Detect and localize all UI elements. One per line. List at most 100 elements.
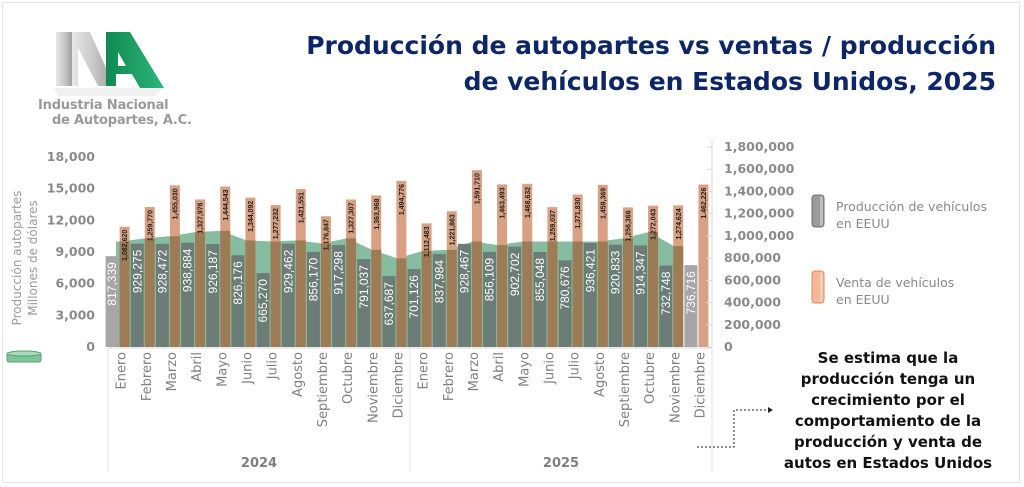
venta-bar-overlap <box>396 258 407 347</box>
venta-bar-overlap <box>471 241 482 347</box>
x-category-label: Septiembre <box>316 352 331 427</box>
venta-data-label: 1,468,632 <box>525 187 532 218</box>
x-category-label: Marzo <box>467 352 482 391</box>
venta-data-label: 1,259,770 <box>147 210 154 241</box>
logo-line1: Industria Nacional <box>38 98 169 113</box>
legend-label-produccion-2: en EEUU <box>836 216 890 231</box>
venta-bar-overlap <box>622 238 633 347</box>
y-right-tick-label: 1,000,000 <box>724 228 795 243</box>
x-category-label: Marzo <box>165 352 180 391</box>
produccion-data-label: 855,048 <box>533 258 547 302</box>
produccion-bar <box>357 259 371 347</box>
venta-data-label: 1,591,710 <box>474 173 481 204</box>
produccion-data-label: 928,472 <box>155 250 169 294</box>
x-category-label: Abril <box>190 352 205 382</box>
y-left-tick-label: 0 <box>86 339 95 354</box>
arrow-head-icon <box>768 407 773 413</box>
produccion-bar <box>634 245 648 347</box>
produccion-data-label: 902,702 <box>508 252 522 296</box>
venta-data-label: 1,259,037 <box>550 210 557 241</box>
y-left-tick-label: 12,000 <box>47 212 96 227</box>
note-line: autos en Estados Unidos <box>783 454 993 472</box>
legend-label-venta-1: Venta de vehículos <box>836 275 955 290</box>
venta-bar-overlap <box>597 241 608 347</box>
venta-data-label: 1,363,968 <box>374 198 381 229</box>
venta-data-label: 1,221,863 <box>449 214 456 245</box>
venta-data-label: 1,327,307 <box>349 202 356 233</box>
produccion-bar <box>382 276 396 347</box>
produccion-bar <box>256 273 270 347</box>
produccion-data-label: 929,275 <box>130 249 144 293</box>
venta-bar-overlap <box>648 231 659 347</box>
y-left-tick-label: 3,000 <box>55 307 95 322</box>
produccion-bar <box>206 244 220 347</box>
produccion-bar <box>181 242 195 347</box>
venta-bar-overlap <box>346 238 357 347</box>
y-right-tick-label: 600,000 <box>724 272 781 287</box>
produccion-data-label: 938,884 <box>181 248 195 292</box>
produccion-data-label: 929,462 <box>281 249 295 293</box>
produccion-data-label: 736,716 <box>684 271 698 315</box>
produccion-data-label: 780,676 <box>558 266 572 310</box>
produccion-data-label: 826,176 <box>231 261 245 305</box>
x-group-label: 2025 <box>543 456 579 471</box>
produccion-data-label: 817,339 <box>105 262 119 306</box>
y-right-tick-label: 0 <box>724 339 733 354</box>
x-category-label: Octubre <box>341 352 356 404</box>
green-cylinder-icon <box>6 350 42 363</box>
x-category-label: Noviembre <box>366 352 381 423</box>
y-right-tick-label: 400,000 <box>724 295 781 310</box>
produccion-bar <box>558 260 572 347</box>
produccion-data-label: 920,833 <box>608 250 622 294</box>
logo-text: Industria Nacional de Autopartes, A.C. <box>38 98 192 128</box>
x-category-label: Agosto <box>291 352 306 397</box>
venta-data-label: 1,112,483 <box>424 226 431 257</box>
x-category-label: Junio <box>240 352 255 385</box>
produccion-data-label: 917,298 <box>332 251 346 295</box>
venta-data-label: 1,463,493 <box>500 187 507 218</box>
x-category-label: Febrero <box>140 352 155 401</box>
estimate-note: Se estima que la producción tenga un cre… <box>770 348 1006 474</box>
venta-data-label: 1,327,976 <box>198 202 205 233</box>
venta-bar-overlap <box>195 231 206 347</box>
y-right-tick-label: 1,600,000 <box>724 161 795 176</box>
x-category-label: Octubre <box>643 352 658 404</box>
venta-data-label: 1,344,092 <box>248 201 255 232</box>
y-left-tick-label: 6,000 <box>55 276 95 291</box>
venta-data-label: 1,176,847 <box>323 219 330 250</box>
venta-data-label: 1,272,043 <box>651 209 658 240</box>
venta-data-label: 1,277,232 <box>273 208 280 239</box>
x-category-label: Mayo <box>517 352 532 387</box>
produccion-bar <box>583 242 597 347</box>
venta-bar-overlap <box>270 241 281 347</box>
y-right-tick-label: 1,200,000 <box>724 206 795 221</box>
venta-bar-overlap <box>220 230 231 347</box>
venta-data-label: 1,455,030 <box>172 188 179 219</box>
x-category-label: Enero <box>115 352 130 390</box>
logo-line2: de Autopartes, A.C. <box>52 113 192 128</box>
note-line: comportamiento de la <box>794 412 982 430</box>
produccion-bar <box>659 265 673 347</box>
x-category-label: Julio <box>266 352 281 380</box>
produccion-data-label: 856,170 <box>306 258 320 302</box>
gray-cylinder-icon <box>811 194 825 228</box>
x-category-label: Julio <box>568 352 583 380</box>
note-line: producción tenga un <box>800 370 976 388</box>
ina-logo-icon <box>54 32 164 96</box>
produccion-data-label: 914,347 <box>634 251 648 295</box>
produccion-bar <box>432 253 446 347</box>
venta-bar-overlap <box>497 245 508 347</box>
y-right-tick-label: 1,800,000 <box>724 139 795 154</box>
produccion-bar <box>684 265 698 347</box>
produccion-bar <box>130 243 144 347</box>
produccion-data-label: 791,037 <box>357 265 371 309</box>
x-category-label: Diciembre <box>391 352 406 418</box>
venta-bar-overlap <box>144 238 155 347</box>
venta-bar-overlap <box>295 240 306 347</box>
produccion-bar <box>508 246 522 347</box>
venta-bar-overlap <box>446 249 457 347</box>
produccion-data-label: 928,467 <box>457 250 471 294</box>
produccion-bar <box>306 251 320 347</box>
